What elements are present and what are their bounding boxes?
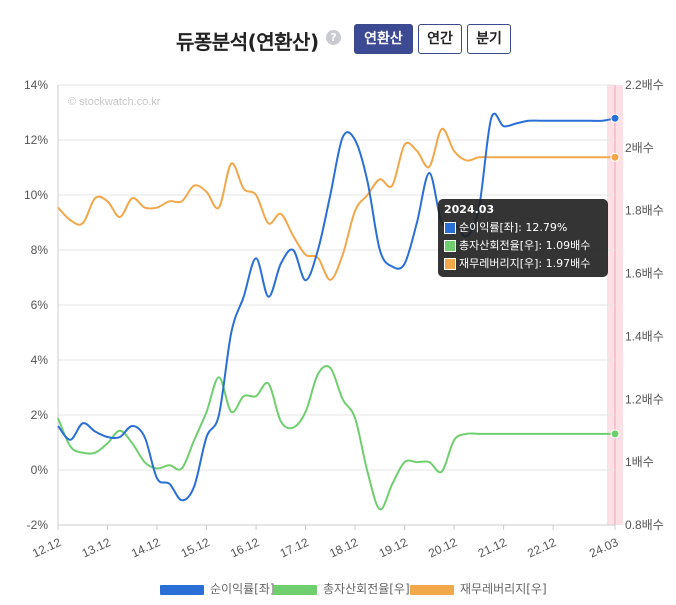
x-tick-label: 12.12 (30, 535, 63, 561)
y-left-tick-label: 8% (31, 243, 49, 257)
legend-label: 총자산회전율[우] (323, 582, 410, 596)
y-right-tick-label: 2배수 (625, 141, 654, 155)
legend-item-asset-turnover[interactable]: 총자산회전율[우] (273, 580, 410, 597)
y-left-tick-label: -2% (27, 518, 49, 532)
legend-label: 순이익률[좌] (210, 582, 275, 596)
y-axis-left: -2% 0% 2% 4% 6% 8% 10% 12% 14% (24, 78, 48, 532)
legend-item-net-margin[interactable]: 순이익률[좌] (160, 580, 275, 597)
x-tick-label: 21.12 (476, 535, 509, 561)
y-axis-right: 0.8배수 1배수 1.2배수 1.4배수 1.6배수 1.8배수 2배수 2.2배수 (625, 78, 664, 532)
legend-item-leverage[interactable]: 재무레버리지[우] (410, 580, 547, 597)
x-tick-label: 20.12 (426, 535, 459, 561)
y-left-tick-label: 12% (24, 133, 48, 147)
series-line-0 (57, 112, 616, 502)
tooltip-row-label: 재무레버리지[우]: 1.97배수 (459, 257, 591, 270)
tooltip-row-label: 총자산회전율[우]: 1.09배수 (459, 239, 591, 252)
x-axis: 12.12 13.12 14.12 15.12 16.12 17.12 18.12 19.12… (30, 525, 621, 561)
series-point-1[interactable] (610, 429, 620, 439)
series-endpoints[interactable] (610, 113, 620, 439)
tooltip-title: 2024.03 (444, 203, 495, 216)
y-right-tick-label: 1.4배수 (625, 329, 664, 343)
gridlines (57, 84, 615, 526)
y-left-tick-label: 6% (31, 298, 49, 312)
y-left-tick-label: 0% (31, 463, 49, 477)
x-tick-label: 19.12 (377, 535, 410, 561)
legend-swatch-icon (273, 584, 317, 595)
page-title: 듀퐁분석(연환산) (176, 30, 319, 54)
y-right-tick-label: 1.8배수 (625, 204, 664, 218)
x-tick-label: 14.12 (129, 535, 162, 561)
tooltip-row: 순이익률[좌]: 12.79% (444, 219, 602, 235)
tooltip: 2024.03 순이익률[좌]: 12.79% 총자산회전율[우]: 1.09배… (438, 199, 608, 277)
legend-swatch-icon (444, 240, 456, 252)
x-tick-label: 15.12 (179, 535, 212, 561)
chart-legend: 순이익률[좌] 총자산회전율[우] 재무레버리지[우] (0, 580, 676, 596)
tab-annual[interactable]: 연간 (418, 24, 462, 54)
chart-header: 듀퐁분석(연환산) ? 연환산 연간 분기 (0, 22, 676, 62)
series-point-0[interactable] (610, 113, 620, 123)
tab-quarterly[interactable]: 분기 (467, 24, 511, 54)
x-tick-label: 17.12 (278, 535, 311, 561)
legend-swatch-icon (444, 258, 456, 270)
tooltip-row: 총자산회전율[우]: 1.09배수 (444, 237, 602, 253)
y-right-tick-label: 1.6배수 (625, 267, 664, 281)
y-left-tick-label: 2% (31, 408, 49, 422)
x-tick-label: 22.12 (525, 535, 558, 561)
series-lines (57, 112, 616, 511)
x-tick-label: 13.12 (80, 535, 113, 561)
y-left-tick-label: 14% (24, 78, 48, 92)
legend-swatch-icon (160, 584, 204, 595)
y-right-tick-label: 1.2배수 (625, 392, 664, 406)
tab-annualized[interactable]: 연환산 (354, 24, 413, 54)
y-right-tick-label: 1배수 (625, 455, 654, 469)
help-icon[interactable]: ? (326, 30, 341, 45)
y-left-tick-label: 4% (31, 353, 49, 367)
watermark: © stockwatch.co.kr (68, 96, 161, 108)
y-right-tick-label: 2.2배수 (625, 78, 664, 92)
legend-swatch-icon (410, 584, 454, 595)
series-point-2[interactable] (610, 152, 620, 162)
tooltip-row: 재무레버리지[우]: 1.97배수 (444, 255, 602, 271)
x-tick-label: 16.12 (228, 535, 261, 561)
series-line-1 (57, 365, 615, 511)
series-line-2 (57, 127, 615, 281)
x-tick-label: 24.03 (587, 535, 620, 561)
legend-swatch-icon (444, 222, 456, 234)
tooltip-row-label: 순이익률[좌]: 12.79% (459, 221, 568, 234)
x-tick-label: 18.12 (327, 535, 360, 561)
y-left-tick-label: 10% (24, 188, 48, 202)
y-right-tick-label: 0.8배수 (625, 518, 664, 532)
legend-label: 재무레버리지[우] (460, 582, 547, 596)
